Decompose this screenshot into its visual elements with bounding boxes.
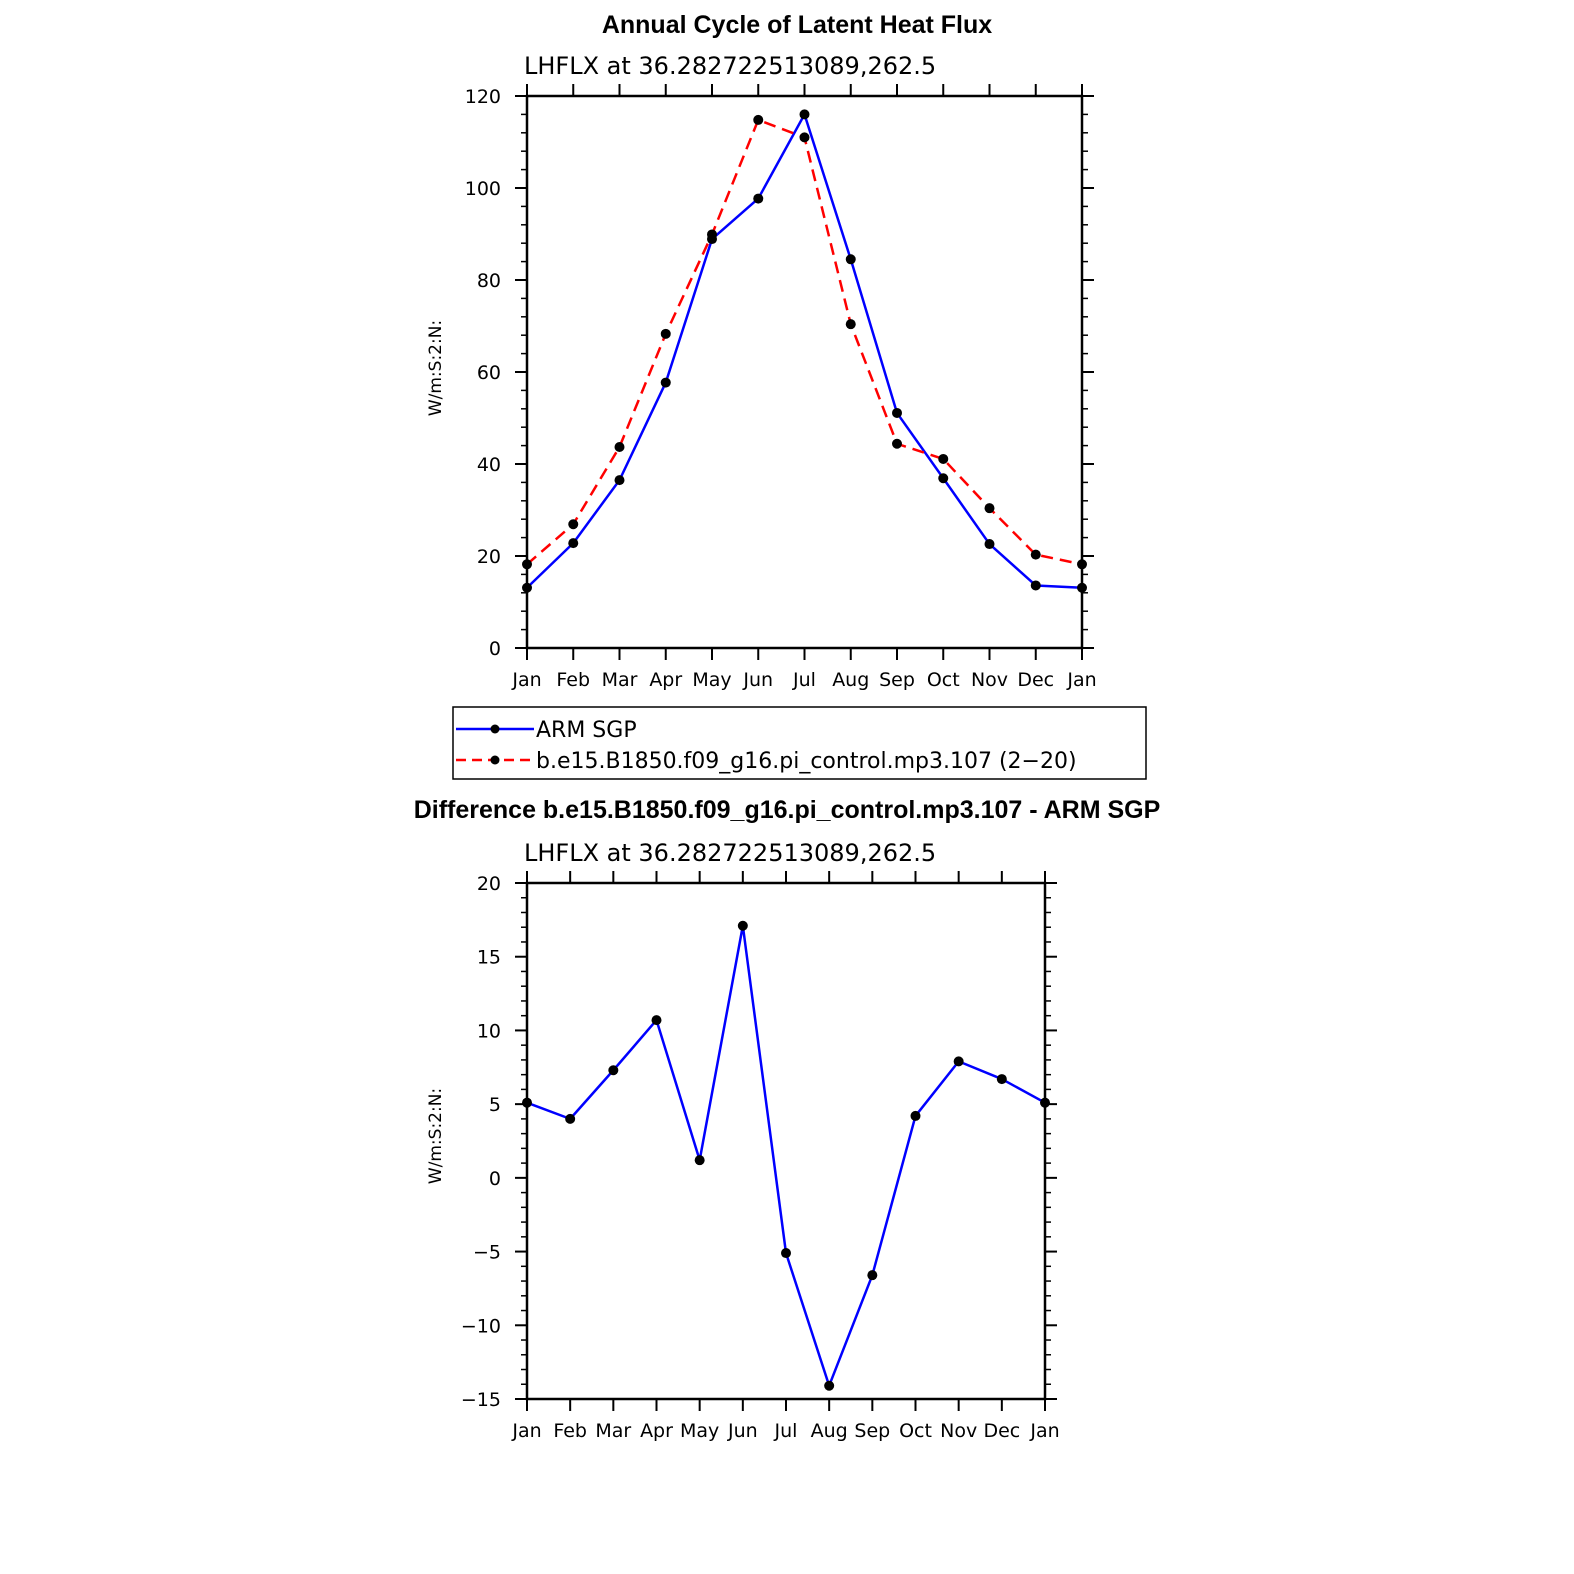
x-tick-label: Jun bbox=[727, 1420, 758, 1442]
plot-frame: Jan Feb Mar Apr May Jun Jul Aug Sep Oct Nov Dec Jan 0… bbox=[465, 84, 1097, 691]
data-point bbox=[867, 1270, 878, 1281]
chart-subtitle: LHFLX at 36.282722513089,262.5 bbox=[524, 839, 936, 867]
x-tick-label: May bbox=[680, 1420, 719, 1442]
data-point bbox=[938, 473, 949, 484]
x-tick-label: Oct bbox=[927, 669, 960, 691]
x-tick-label: Feb bbox=[556, 669, 590, 691]
data-point bbox=[984, 503, 995, 514]
data-point bbox=[996, 1074, 1007, 1085]
y-tick-label: 80 bbox=[477, 270, 501, 292]
x-tick-label: Nov bbox=[940, 1420, 977, 1442]
plot-frame: Jan Feb Mar Apr May Jun Jul Aug Sep Oct Nov Dec Jan−… bbox=[461, 871, 1060, 1442]
y-tick-label: 5 bbox=[489, 1094, 501, 1116]
x-tick-label: Sep bbox=[854, 1420, 890, 1442]
y-tick-label: 100 bbox=[465, 178, 501, 200]
data-point bbox=[522, 582, 532, 593]
data-point bbox=[614, 475, 625, 486]
data-point bbox=[799, 132, 810, 143]
data-point bbox=[707, 229, 717, 240]
x-tick-label: Jan bbox=[511, 1420, 541, 1442]
y-tick-label: 20 bbox=[477, 546, 501, 568]
data-point bbox=[651, 1015, 662, 1026]
data-point bbox=[753, 114, 764, 125]
data-point bbox=[660, 377, 671, 388]
x-tick-label: Feb bbox=[553, 1420, 587, 1442]
data-point bbox=[938, 453, 949, 464]
data-point bbox=[522, 1097, 532, 1108]
data-point bbox=[565, 1113, 576, 1124]
data-point bbox=[660, 328, 671, 339]
x-tick-label: Jan bbox=[1029, 1420, 1059, 1442]
data-point bbox=[799, 109, 810, 120]
y-axis-label: W/m:S:2:N: bbox=[426, 320, 446, 416]
chart-title: Difference b.e15.B1850.f09_g16.pi_contro… bbox=[414, 796, 1161, 824]
data-point bbox=[568, 519, 579, 530]
data-point bbox=[614, 441, 625, 452]
legend-marker-arm-sgp bbox=[490, 724, 500, 734]
legend-label-model: b.e15.B1850.f09_g16.pi_control.mp3.107 (… bbox=[536, 749, 1077, 774]
x-tick-label: Oct bbox=[899, 1420, 932, 1442]
data-point bbox=[984, 539, 995, 550]
x-tick-label: Mar bbox=[595, 1420, 631, 1442]
data-point bbox=[824, 1380, 835, 1391]
y-axis-label: W/m:S:2:N: bbox=[426, 1088, 446, 1184]
x-tick-label: Apr bbox=[640, 1420, 673, 1442]
x-tick-label: Nov bbox=[971, 669, 1008, 691]
x-tick-label: Jan bbox=[511, 669, 541, 691]
y-tick-label: 10 bbox=[477, 1020, 501, 1042]
y-tick-label: 0 bbox=[489, 638, 501, 660]
data-point bbox=[1077, 582, 1087, 593]
data-point bbox=[1030, 580, 1041, 591]
data-point bbox=[953, 1056, 964, 1067]
legend-marker-model bbox=[490, 755, 500, 765]
data-point bbox=[568, 538, 579, 549]
y-tick-label: −10 bbox=[461, 1315, 501, 1337]
x-tick-label: Apr bbox=[649, 669, 682, 691]
legend-box bbox=[452, 706, 1147, 780]
data-point bbox=[608, 1065, 619, 1076]
data-point bbox=[781, 1248, 791, 1259]
x-tick-label: May bbox=[692, 669, 731, 691]
data-point bbox=[1077, 559, 1087, 570]
data-point bbox=[694, 1155, 705, 1166]
data-point bbox=[522, 559, 532, 570]
y-tick-label: −15 bbox=[461, 1389, 501, 1411]
x-tick-label: Dec bbox=[1017, 669, 1054, 691]
x-tick-label: Aug bbox=[811, 1420, 848, 1442]
data-point bbox=[845, 254, 856, 265]
y-tick-label: 120 bbox=[465, 86, 501, 108]
x-tick-label: Jan bbox=[1066, 669, 1096, 691]
data-point bbox=[737, 920, 748, 931]
y-tick-label: 20 bbox=[477, 873, 501, 895]
data-point bbox=[892, 438, 902, 449]
x-tick-label: Sep bbox=[879, 669, 915, 691]
y-tick-label: 40 bbox=[477, 454, 501, 476]
chart-subtitle: LHFLX at 36.282722513089,262.5 bbox=[524, 52, 936, 80]
y-tick-label: −5 bbox=[473, 1242, 501, 1264]
data-point bbox=[845, 319, 856, 330]
annual-cycle-chart: Annual Cycle of Latent Heat Flux LHFLX a… bbox=[426, 11, 1147, 780]
legend: ARM SGP b.e15.B1850.f09_g16.pi_control.m… bbox=[452, 706, 1147, 780]
data-point bbox=[1040, 1097, 1050, 1108]
chart-title: Annual Cycle of Latent Heat Flux bbox=[602, 11, 992, 39]
y-tick-label: 60 bbox=[477, 362, 501, 384]
x-tick-label: Jul bbox=[774, 1420, 798, 1442]
legend-label-arm-sgp: ARM SGP bbox=[536, 718, 637, 743]
x-tick-label: Mar bbox=[602, 669, 638, 691]
series-layer bbox=[522, 109, 1087, 593]
data-point bbox=[910, 1110, 921, 1121]
difference-chart: Difference b.e15.B1850.f09_g16.pi_contro… bbox=[414, 796, 1161, 1442]
data-point bbox=[1030, 549, 1041, 560]
y-tick-label: 15 bbox=[477, 947, 501, 969]
x-tick-label: Jul bbox=[792, 669, 816, 691]
y-tick-label: 0 bbox=[489, 1168, 501, 1190]
x-tick-label: Jun bbox=[742, 669, 773, 691]
series-layer bbox=[522, 920, 1050, 1391]
data-point bbox=[753, 193, 764, 204]
data-point bbox=[892, 407, 902, 418]
x-tick-label: Dec bbox=[983, 1420, 1020, 1442]
x-tick-label: Aug bbox=[832, 669, 869, 691]
